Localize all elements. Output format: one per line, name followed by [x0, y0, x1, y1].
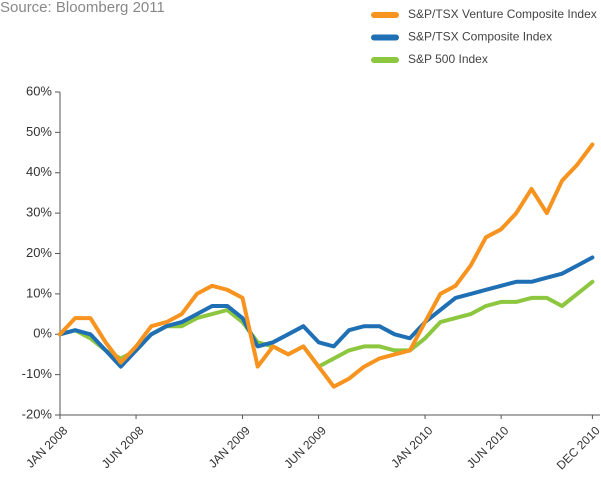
legend-label: S&P/TSX Venture Composite Index	[408, 7, 597, 21]
x-tick-label: JAN 2010	[388, 423, 435, 470]
x-tick-label: DEC 2010	[554, 423, 601, 472]
y-tick-label: -20%	[22, 406, 53, 421]
series-line	[58, 279, 595, 369]
x-tick-label: JUN 2009	[281, 423, 329, 471]
legend-label: S&P 500 Index	[408, 52, 488, 66]
chart-subtitle: Source: Bloomberg 2011	[0, 0, 165, 16]
x-tick-label: JAN 2009	[206, 423, 253, 470]
y-tick-label: 20%	[26, 245, 52, 260]
y-tick-label: 60%	[26, 83, 52, 98]
series-line	[58, 142, 595, 389]
x-tick-label: JUN 2008	[99, 423, 147, 471]
y-tick-label: 50%	[26, 124, 52, 139]
y-tick-label: 30%	[26, 205, 52, 220]
y-tick-label: 0%	[33, 326, 52, 341]
y-tick-label: -10%	[22, 366, 53, 381]
y-tick-label: 10%	[26, 285, 52, 300]
y-tick-label: 40%	[26, 164, 52, 179]
x-tick-label: JUN 2010	[464, 423, 512, 471]
legend-label: S&P/TSX Composite Index	[408, 30, 552, 44]
x-tick-label: JAN 2008	[23, 423, 70, 470]
series-line	[58, 255, 595, 369]
